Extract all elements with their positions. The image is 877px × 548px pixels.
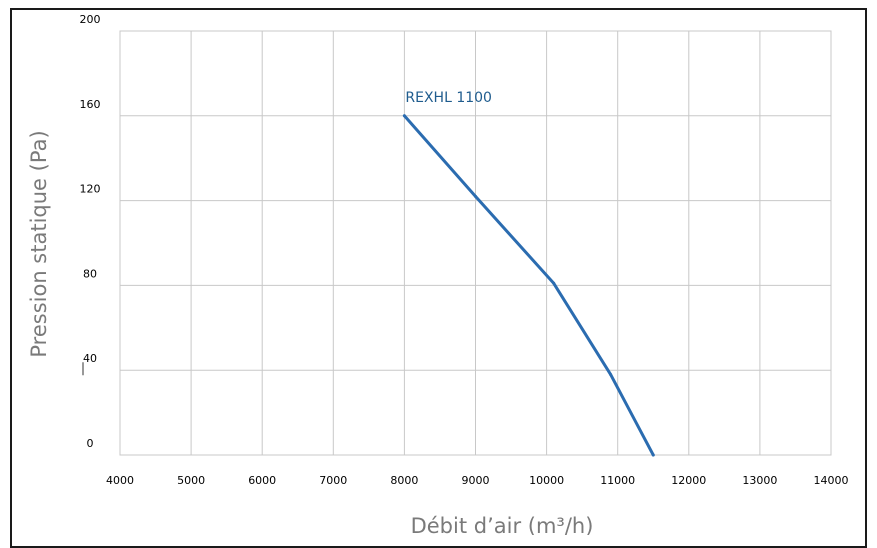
chart-frame: 4000 5000 6000 7000 8000 9000 10000 11000 12000 1…: [10, 8, 867, 548]
x-tick-label: 10000: [529, 474, 564, 487]
tick-labels: 4000 5000 6000 7000 8000 9000 10000 11000 12000 1…: [80, 13, 849, 487]
y-tick-label: 200: [80, 13, 101, 26]
x-tick-label: 11000: [600, 474, 635, 487]
x-axis-title: Débit d’air (m³/h): [411, 514, 594, 535]
data-point: [552, 281, 556, 285]
y-tick-label: 0: [87, 437, 94, 450]
series-label: REXHL 1100: [405, 90, 492, 106]
x-tick-label: 14000: [814, 474, 849, 487]
x-tick-label: 7000: [319, 474, 347, 487]
data-point: [609, 372, 613, 376]
series-layer: REXHL 1100: [402, 90, 655, 457]
data-point: [651, 453, 655, 457]
x-tick-label: 4000: [106, 474, 134, 487]
y-tick-label: 120: [80, 183, 101, 196]
x-tick-label: 8000: [390, 474, 418, 487]
y-tick-label: 160: [80, 98, 101, 111]
x-tick-label: 13000: [742, 474, 777, 487]
y-axis-title: Pression statique (Pa): [27, 130, 51, 357]
y-tick-label: 80: [83, 267, 97, 280]
data-point: [402, 114, 406, 118]
x-tick-label: 6000: [248, 474, 276, 487]
x-tick-label: 5000: [177, 474, 205, 487]
y-tick-label: 40: [83, 352, 97, 365]
data-point: [474, 194, 477, 198]
x-tick-label: 9000: [462, 474, 490, 487]
x-tick-label: 12000: [671, 474, 706, 487]
grid: [119, 30, 832, 456]
line-chart: 4000 5000 6000 7000 8000 9000 10000 11000 12000 1…: [27, 13, 849, 535]
